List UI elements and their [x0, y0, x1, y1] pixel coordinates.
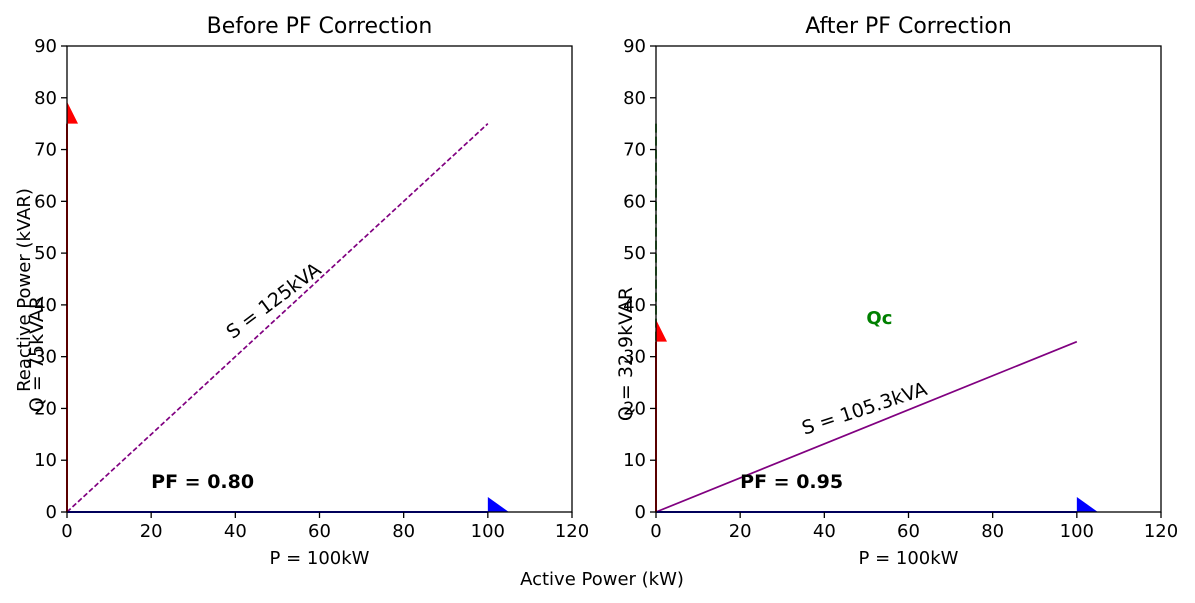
y-tick-label: 90: [34, 36, 57, 57]
y-tick-label: 50: [623, 243, 646, 264]
active-power-arrow: [656, 497, 1098, 513]
chart-before-correction: 0 20 40 60 80 100 120 0 10 20 30 40 50 60 70 80 90 Befor…: [26, 14, 589, 569]
x-tick-label: 40: [813, 521, 836, 542]
x-tick-label: 20: [140, 521, 163, 542]
y-tick-label: 60: [34, 191, 57, 212]
figure-y-label: Reactive Power (kVAR): [14, 188, 35, 392]
y-tick-label: 60: [623, 191, 646, 212]
power-factor-label: PF = 0.80: [151, 471, 254, 493]
reactive-power-arrow: [66, 101, 78, 512]
y-tick-label: 70: [623, 140, 646, 161]
y-tick-label: 40: [623, 295, 646, 316]
x-axis-label: P = 100kW: [270, 548, 370, 569]
y-tick-label: 80: [34, 88, 57, 109]
y-tick-label: 40: [34, 295, 57, 316]
y-tick-label: 20: [34, 398, 57, 419]
x-tick-label: 80: [981, 521, 1004, 542]
x-tick-label: 120: [555, 521, 589, 542]
y-tick-label: 70: [34, 140, 57, 161]
apparent-power-line: [66, 123, 489, 513]
x-tick-label: 0: [61, 521, 72, 542]
chart-title: After PF Correction: [805, 14, 1012, 39]
y-tick-label: 0: [635, 502, 646, 523]
y-tick-label: 0: [46, 502, 57, 523]
x-tick-label: 60: [308, 521, 331, 542]
y-axis-label: Q = 75kVAR: [26, 296, 48, 412]
power-factor-label: PF = 0.95: [740, 471, 843, 493]
chart-after-correction: 0 20 40 60 80 100 120 0 10 20 30 40 50 60 70 80 90 After…: [615, 14, 1178, 569]
y-tick-label: 10: [623, 450, 646, 471]
x-tick-label: 0: [650, 521, 661, 542]
x-tick-label: 100: [1060, 521, 1094, 542]
axes-frame: [655, 45, 1162, 513]
active-power-arrow: [67, 497, 509, 513]
x-tick-label: 20: [729, 521, 752, 542]
y-tick-label: 30: [34, 347, 57, 368]
y-axis-label: Q = 32.9kVAR: [615, 287, 637, 421]
x-tick-label: 80: [392, 521, 415, 542]
chart-title: Before PF Correction: [207, 14, 433, 39]
x-axis-label: P = 100kW: [859, 548, 959, 569]
y-tick-label: 10: [34, 450, 57, 471]
figure-x-label: Active Power (kW): [520, 569, 684, 590]
y-tick-label: 80: [623, 88, 646, 109]
x-tick-label: 100: [471, 521, 505, 542]
apparent-power-line: [655, 340, 1078, 513]
y-tick-label: 20: [623, 398, 646, 419]
y-tick-label: 30: [623, 347, 646, 368]
y-tick-label: 50: [34, 243, 57, 264]
x-tick-label: 120: [1144, 521, 1178, 542]
x-tick-label: 40: [224, 521, 247, 542]
apparent-power-label: S = 125kVA: [222, 259, 325, 344]
reactive-power-arrow: [655, 319, 667, 512]
y-tick-label: 90: [623, 36, 646, 57]
compensation-label: Qc: [866, 308, 892, 329]
x-tick-label: 60: [897, 521, 920, 542]
